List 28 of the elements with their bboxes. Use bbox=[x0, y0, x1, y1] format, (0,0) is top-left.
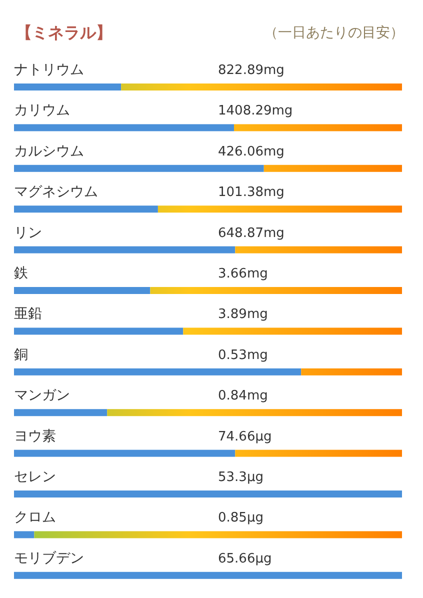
annotation: 0.53mg bbox=[218, 348, 268, 363]
y-tick-label: モリブデン bbox=[14, 550, 84, 566]
y-tick-label: カルシウム bbox=[14, 143, 84, 160]
annotation: 0.84mg bbox=[218, 388, 268, 404]
y-tick-label: 銅 bbox=[14, 346, 28, 363]
annotation: 822.89mg bbox=[218, 63, 284, 78]
y-tick-label: クロム bbox=[14, 510, 56, 526]
y-tick-label: マグネシウム bbox=[14, 184, 98, 200]
y-tick-label: リン bbox=[14, 224, 42, 241]
annotation: 1408.29mg bbox=[218, 104, 293, 119]
annotation: 101.38mg bbox=[218, 185, 284, 200]
y-tick-label: カリウム bbox=[14, 102, 70, 119]
annotation: 3.66mg bbox=[218, 266, 268, 282]
annotation: 65.66μg bbox=[218, 551, 272, 566]
annotation: 3.89mg bbox=[218, 307, 268, 322]
y-tick-label: 亜鉛 bbox=[14, 306, 42, 322]
annotation: 74.66μg bbox=[218, 429, 272, 444]
y-tick-label: ナトリウム bbox=[14, 62, 84, 78]
y-tick-label: 鉄 bbox=[14, 266, 28, 282]
chart-title: 【ミネラル】 bbox=[16, 23, 112, 42]
annotation: 426.06mg bbox=[218, 144, 284, 160]
y-tick-label: セレン bbox=[14, 469, 56, 485]
annotation: 53.3μg bbox=[218, 470, 264, 485]
chart-subtitle: （一日あたりの目安） bbox=[264, 25, 404, 41]
y-tick-label: ヨウ素 bbox=[14, 428, 56, 444]
annotation: 0.85μg bbox=[218, 510, 264, 526]
y-tick-label: マンガン bbox=[14, 388, 70, 404]
annotation: 648.87mg bbox=[218, 226, 284, 241]
